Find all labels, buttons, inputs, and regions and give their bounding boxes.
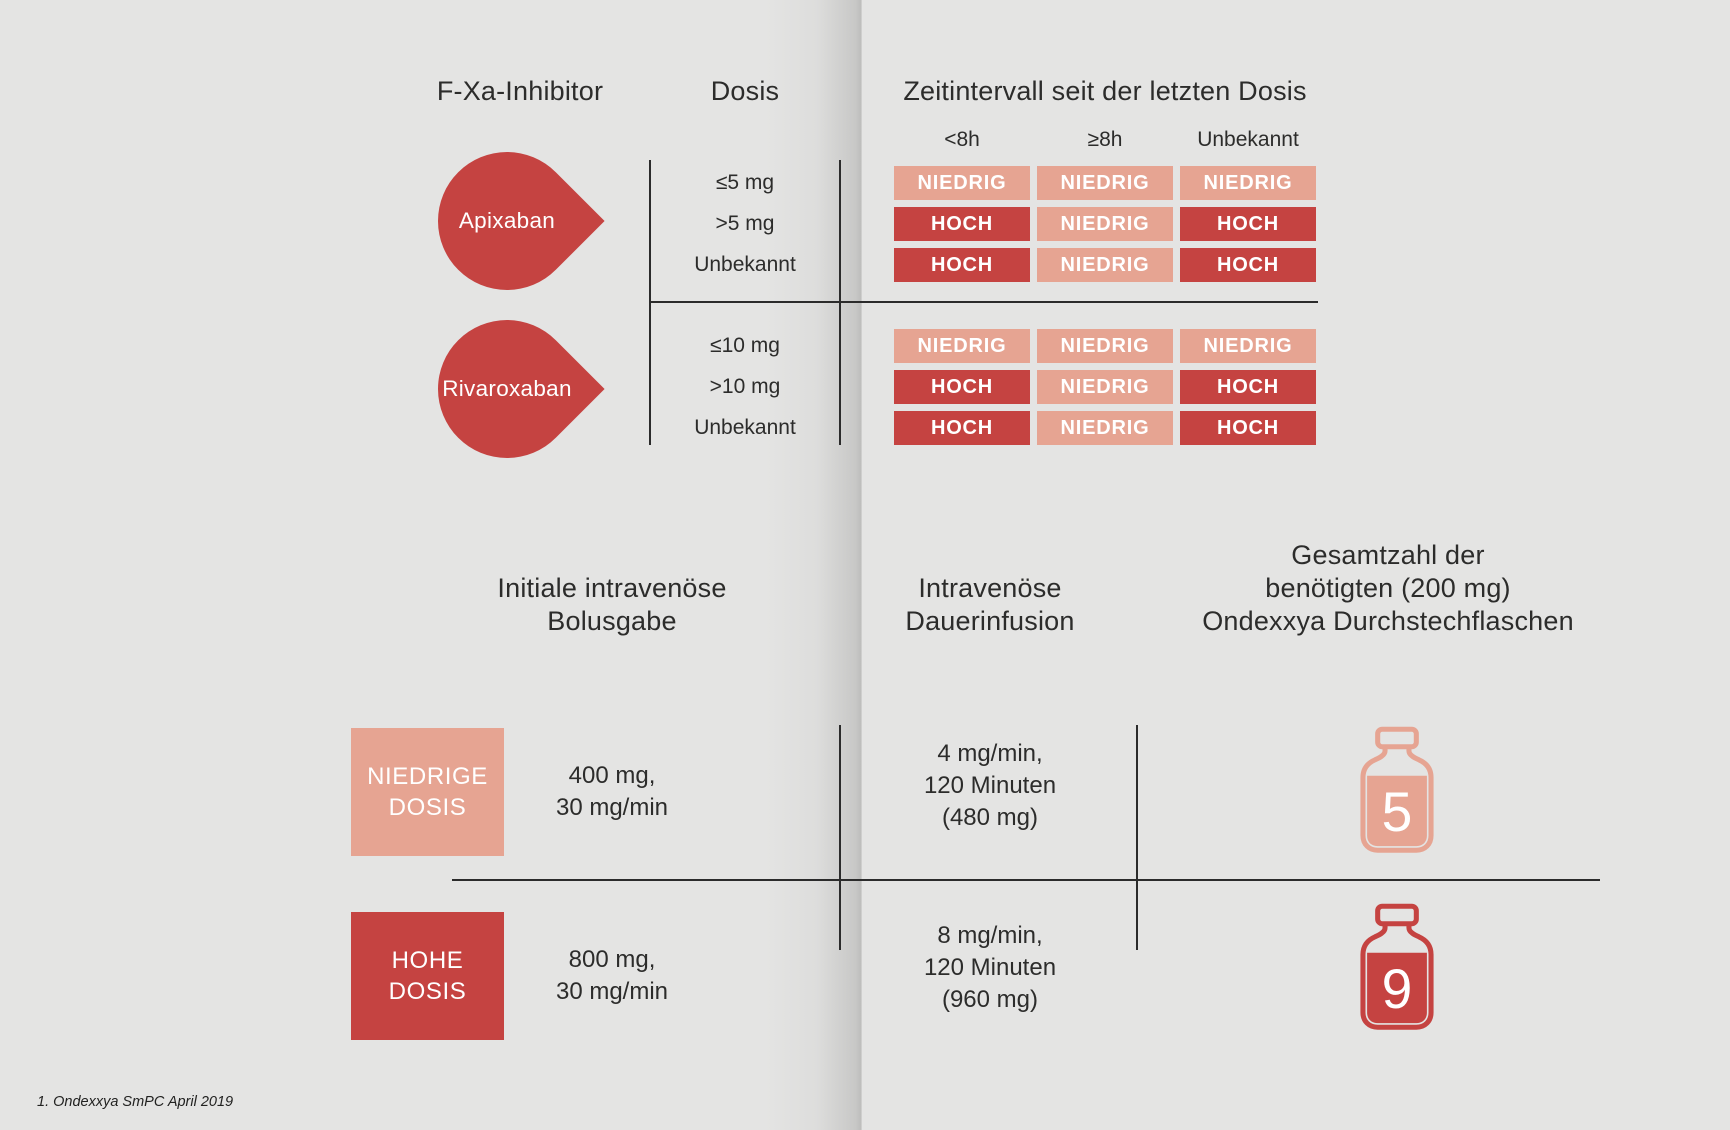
high-dose-box-line2: DOSIS [388, 978, 467, 1005]
infusion-value-line: (480 mg) [941, 804, 1039, 831]
low-dose-bolus-cell: 400 mg, 30 mg/min [462, 728, 762, 856]
risk-badge: HOCH [1180, 248, 1316, 282]
footnote-reference: 1. Ondexxya SmPC April 2019 [37, 1094, 234, 1110]
vial-count-low: 5 [1382, 781, 1413, 843]
rivaroxaban-drop-icon: Rivaroxaban [409, 291, 605, 487]
risk-badge: NIEDRIG [1180, 329, 1316, 363]
header-bolus-line2: Bolusgabe [547, 606, 677, 636]
infusion-value-line: (960 mg) [941, 986, 1039, 1013]
header-infusion-line1: Intravenöse [918, 573, 1062, 603]
header-infusion-line2: Dauerinfusion [905, 606, 1075, 636]
infusion-value-line: 4 mg/min, [937, 740, 1043, 767]
risk-badge: NIEDRIG [1037, 370, 1173, 404]
header-vials-line2: benötigten (200 mg) [1265, 573, 1511, 603]
header-bolus-line1: Initiale intravenöse [497, 573, 727, 603]
header-bolus: Initiale intravenöse Bolusgabe [462, 572, 762, 638]
dose-label: >5 mg [715, 212, 775, 235]
high-dose-bolus-cell: 800 mg, 30 mg/min [462, 912, 762, 1040]
high-dose-box: HOHE DOSIS [351, 912, 504, 1040]
header-vials: Gesamtzahl der benötigten (200 mg) Ondex… [1168, 539, 1608, 638]
low-dose-box: NIEDRIGE DOSIS [351, 728, 504, 856]
risk-badge: HOCH [894, 248, 1030, 282]
risk-badge: HOCH [1180, 207, 1316, 241]
header-vials-line3: Ondexxya Durchstechflaschen [1202, 606, 1574, 636]
risk-badge: NIEDRIG [894, 166, 1030, 200]
bolus-value-line: 30 mg/min [555, 794, 669, 821]
infusion-value-line: 120 Minuten [923, 954, 1057, 981]
drug-group-divider [650, 301, 1318, 303]
risk-badge: NIEDRIG [1180, 166, 1316, 200]
rivaroxaban-label: Rivaroxaban [442, 376, 572, 401]
risk-badge: NIEDRIG [1037, 166, 1173, 200]
column-header-lt8h: <8h [944, 128, 980, 151]
low-dose-box-line2: DOSIS [388, 794, 467, 821]
high-dose-box-line1: HOHE [391, 947, 464, 974]
risk-badge: NIEDRIG [1037, 248, 1173, 282]
bolus-value-line: 800 mg, [568, 946, 656, 973]
risk-badge: HOCH [1180, 411, 1316, 445]
column-header-ge8h: ≥8h [1087, 128, 1123, 151]
dose-label: Unbekannt [694, 416, 796, 439]
risk-badge: NIEDRIG [894, 329, 1030, 363]
risk-badge: NIEDRIG [1037, 411, 1173, 445]
risk-badge: NIEDRIG [1037, 329, 1173, 363]
dose-label: >10 mg [709, 375, 781, 398]
bolus-value-line: 30 mg/min [555, 978, 669, 1005]
column-header-unbekannt: Unbekannt [1197, 128, 1299, 151]
infusion-vials-divider [1136, 725, 1138, 950]
bolus-value-line: 400 mg, [568, 762, 656, 789]
risk-badge: HOCH [894, 207, 1030, 241]
vial-icon-high-dose: 9 [1360, 903, 1434, 1030]
header-fxa-inhibitor: F-Xa-Inhibitor [436, 75, 604, 106]
high-dose-infusion-cell: 8 mg/min, 120 Minuten (960 mg) [840, 902, 1140, 1034]
dose-label: ≤5 mg [715, 171, 775, 194]
infusion-value-line: 8 mg/min, [937, 922, 1043, 949]
risk-badge: HOCH [894, 370, 1030, 404]
header-zeitintervall: Zeitintervall seit der letzten Dosis [903, 75, 1307, 106]
header-dosis: Dosis [710, 75, 780, 106]
header-vials-line1: Gesamtzahl der [1291, 540, 1485, 570]
dose-label: ≤10 mg [710, 334, 780, 357]
vial-icon-low-dose: 5 [1360, 726, 1434, 853]
risk-badge: NIEDRIG [1037, 207, 1173, 241]
risk-badge: HOCH [894, 411, 1030, 445]
apixaban-drop-icon: Apixaban [409, 123, 605, 319]
header-infusion: Intravenöse Dauerinfusion [840, 572, 1140, 638]
dose-label: Unbekannt [694, 253, 796, 276]
vial-count-high: 9 [1382, 958, 1413, 1020]
low-dose-infusion-cell: 4 mg/min, 120 Minuten (480 mg) [840, 720, 1140, 852]
low-dose-box-line1: NIEDRIGE [367, 763, 488, 790]
dose-rows-divider [452, 879, 1600, 881]
risk-badge: HOCH [1180, 370, 1316, 404]
apixaban-label: Apixaban [458, 208, 556, 233]
bolus-infusion-divider [839, 725, 841, 950]
infusion-value-line: 120 Minuten [923, 772, 1057, 799]
